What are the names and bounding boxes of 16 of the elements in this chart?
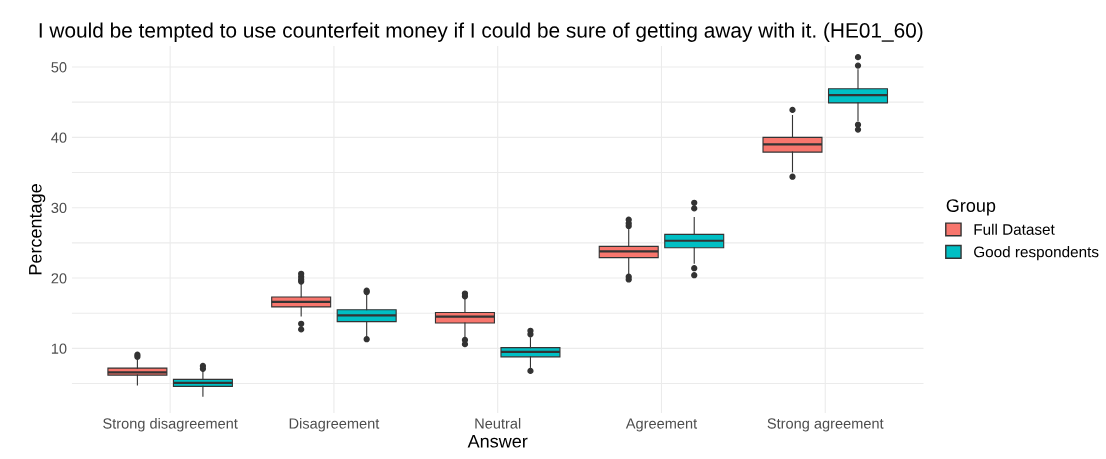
y-tick-label: 20: [51, 273, 67, 284]
y-tick-label: 30: [51, 202, 67, 214]
chart-title: I would be tempted to use counterfeit money if I could be sure of getting away with it. (HE01_60): [39, 22, 923, 42]
x-tick-label: Neutral: [475, 417, 521, 429]
x-tick-label: Strong agreement: [767, 418, 884, 432]
y-tick-label: 10: [51, 343, 67, 354]
legend-label: Full Dataset: [974, 223, 1055, 235]
legend-title: Group: [946, 199, 996, 216]
y-tick-label: 50: [51, 62, 67, 73]
x-axis-title: Answer: [467, 435, 528, 448]
x-tick-label: Agreement: [625, 418, 698, 432]
legend-label: Good respondents: [974, 246, 1099, 261]
y-axis-title: Percentage: [29, 184, 46, 275]
x-tick-label: Disagreement: [289, 417, 380, 432]
x-tick-label: Strong disagreement: [103, 417, 238, 432]
y-tick-label: 40: [51, 132, 67, 143]
